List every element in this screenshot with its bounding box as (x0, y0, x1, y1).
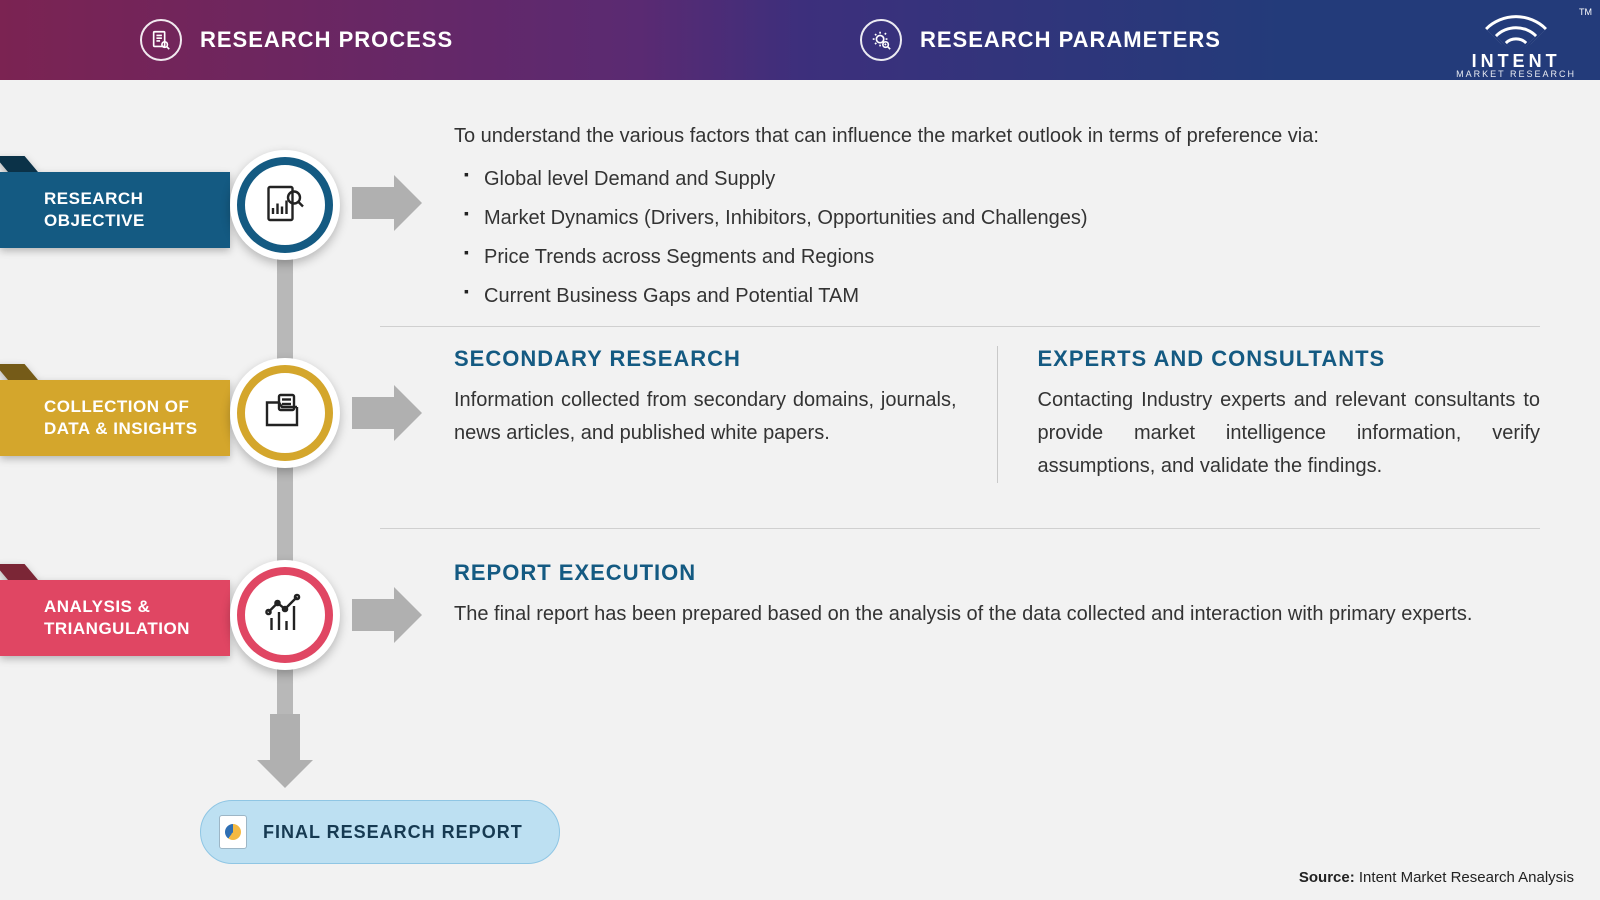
folder-file-icon (261, 389, 309, 437)
step1-bullet: Market Dynamics (Drivers, Inhibitors, Op… (454, 202, 1540, 235)
step-label: ANALYSIS & TRIANGULATION (44, 597, 190, 638)
research-parameters-icon (860, 19, 902, 61)
research-process-icon (140, 19, 182, 61)
step-label: COLLECTION OF DATA & INSIGHTS (44, 397, 198, 438)
subsection-body: The final report has been prepared based… (454, 598, 1540, 631)
brand-trademark: TM (1579, 8, 1592, 17)
secondary-research-column: SECONDARY RESEARCH Information collected… (454, 346, 957, 483)
brand-logo: TM INTENT MARKET RESEARCH (1456, 6, 1576, 79)
column-divider (997, 346, 998, 483)
source-attribution: Source: Intent Market Research Analysis (1299, 869, 1574, 886)
step-content-data-collection: SECONDARY RESEARCH Information collected… (454, 346, 1540, 483)
step-ribbon-research-objective: RESEARCH OBJECTIVE (0, 172, 230, 248)
arrow-icon (352, 180, 422, 226)
step-ribbon-data-collection: COLLECTION OF DATA & INSIGHTS (0, 380, 230, 456)
process-canvas: RESEARCH OBJECTIVE To understand the var… (0, 80, 1600, 900)
step-circle-research-objective (230, 150, 340, 260)
header-bar: RESEARCH PROCESS RESEARCH PARAMETERS TM … (0, 0, 1600, 80)
final-report-label: FINAL RESEARCH REPORT (263, 822, 523, 843)
arrow-icon (352, 592, 422, 638)
analytics-chart-icon (261, 591, 309, 639)
header-left-title: RESEARCH PROCESS (200, 27, 453, 53)
subsection-heading: REPORT EXECUTION (454, 560, 1540, 586)
arrow-icon (352, 390, 422, 436)
step1-bullet: Global level Demand and Supply (454, 163, 1540, 196)
step1-bullet-list: Global level Demand and Supply Market Dy… (454, 163, 1540, 313)
step1-bullet: Current Business Gaps and Potential TAM (454, 280, 1540, 313)
step-content-research-objective: To understand the various factors that c… (454, 120, 1540, 319)
brand-subtitle: MARKET RESEARCH (1456, 70, 1576, 79)
subsection-heading: SECONDARY RESEARCH (454, 346, 957, 372)
down-arrow-icon (260, 714, 310, 788)
source-label: Source: (1299, 869, 1355, 886)
subsection-heading: EXPERTS AND CONSULTANTS (1038, 346, 1541, 372)
report-document-icon (219, 815, 247, 849)
brand-arcs-icon (1484, 6, 1548, 50)
experts-consultants-column: EXPERTS AND CONSULTANTS Contacting Indus… (1038, 346, 1541, 483)
section-divider (380, 528, 1540, 529)
document-search-icon (261, 181, 309, 229)
step1-intro: To understand the various factors that c… (454, 120, 1540, 153)
step-label: RESEARCH OBJECTIVE (44, 189, 145, 230)
step-circle-data-collection (230, 358, 340, 468)
subsection-body: Information collected from secondary dom… (454, 384, 957, 450)
subsection-body: Contacting Industry experts and relevant… (1038, 384, 1541, 483)
step-content-analysis: REPORT EXECUTION The final report has be… (454, 560, 1540, 631)
step-ribbon-analysis: ANALYSIS & TRIANGULATION (0, 580, 230, 656)
final-report-pill: FINAL RESEARCH REPORT (200, 800, 560, 864)
section-divider (380, 326, 1540, 327)
step-circle-analysis (230, 560, 340, 670)
source-value: Intent Market Research Analysis (1359, 869, 1574, 886)
header-left: RESEARCH PROCESS (0, 0, 800, 80)
step1-bullet: Price Trends across Segments and Regions (454, 241, 1540, 274)
header-right-title: RESEARCH PARAMETERS (920, 27, 1221, 53)
